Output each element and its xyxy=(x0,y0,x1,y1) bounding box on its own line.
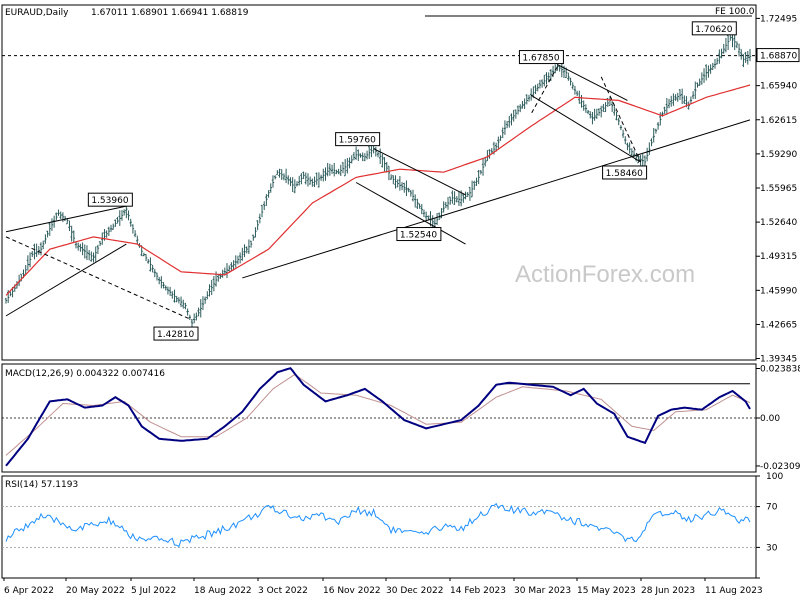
pivot-label: 1.42810 xyxy=(157,330,194,340)
price-y-tick-label: 1.59290 xyxy=(760,150,797,160)
channel-upper-1 xyxy=(373,148,466,196)
price-y-tick-label: 1.62615 xyxy=(760,116,797,126)
watermark: ActionForex.com xyxy=(515,261,695,288)
x-tick-label: 14 Feb 2023 xyxy=(450,586,506,596)
x-tick-label: 16 Nov 2022 xyxy=(323,586,381,596)
channel-lower-2 xyxy=(530,94,641,163)
dashed-line-mid xyxy=(530,66,558,115)
macd-panel xyxy=(1,363,757,473)
dashed-line-left xyxy=(5,236,193,321)
x-tick-label: 28 Jun 2023 xyxy=(641,586,695,596)
trendline-upper-left xyxy=(5,205,127,233)
pivot-label: 1.53960 xyxy=(91,196,128,206)
pivot-label: 1.59760 xyxy=(339,136,376,146)
axes: 1.72495 1.68870 1.65940 1.62615 1.59290 1.559… xyxy=(3,14,800,596)
price-y-tick-label: 1.68870 xyxy=(760,52,797,62)
dashed-line-right xyxy=(600,76,642,163)
x-tick-label: 11 Aug 2023 xyxy=(705,586,763,596)
price-y-tick-label: 1.55965 xyxy=(760,184,797,194)
rsi-line xyxy=(5,502,751,548)
pivot-label: 1.58460 xyxy=(606,169,643,179)
macd-title: MACD(12,26,9) 0.004322 0.007416 xyxy=(5,369,165,379)
rsi-y-tick-label: 100 xyxy=(766,472,783,482)
channel-lower-1 xyxy=(355,182,466,245)
macd-y-tick-label: -0.02309 xyxy=(760,462,800,472)
macd-signal-line xyxy=(5,373,751,456)
ohlc-values: 1.67011 1.68901 1.66941 1.68819 xyxy=(91,8,249,18)
fe-label: FE 100.0 xyxy=(715,7,755,17)
channel-upper-2 xyxy=(557,64,628,101)
current-price-box xyxy=(756,48,800,63)
pivot-label-box xyxy=(396,227,442,242)
pivot-label-box xyxy=(602,165,648,180)
macd-y-tick-label: 0.00 xyxy=(760,414,780,424)
x-tick-label: 3 Oct 2022 xyxy=(258,586,308,596)
price-y-tick-label: 1.52640 xyxy=(760,218,797,228)
moving-average-line xyxy=(5,84,751,296)
rsi-panel xyxy=(1,475,757,579)
x-tick-label: 6 Apr 2022 xyxy=(4,586,54,596)
price-y-tick-label: 1.39345 xyxy=(760,355,797,365)
pivot-label: 1.67850 xyxy=(522,54,559,64)
pivot-label: 1.70620 xyxy=(695,25,732,35)
symbol-label: EURAUD,Daily xyxy=(5,8,69,18)
macd-y-tick-label: 0.023838 xyxy=(760,364,800,374)
rsi-frame xyxy=(1,475,757,579)
pivot-label-box xyxy=(518,50,564,65)
x-tick-label: 5 Jul 2022 xyxy=(131,586,176,596)
price-y-tick-label: 1.65940 xyxy=(760,82,797,92)
x-tick-label: 18 Aug 2022 xyxy=(194,586,252,596)
price-y-tick-label: 1.49315 xyxy=(760,252,797,262)
rsi-title: RSI(14) 57.1193 xyxy=(5,480,78,490)
x-tick-label: 20 May 2022 xyxy=(66,586,125,596)
price-y-tick-label: 1.42665 xyxy=(760,320,797,330)
pivot-label-box xyxy=(153,326,199,341)
macd-line xyxy=(5,367,751,467)
pivot-label-box xyxy=(335,132,381,147)
pivot-label: 1.52540 xyxy=(400,231,437,241)
price-frame xyxy=(1,4,757,361)
rsi-y-tick-label: 70 xyxy=(766,503,778,513)
x-tick-label: 30 Mar 2023 xyxy=(514,586,571,596)
x-tick-label: 30 Dec 2022 xyxy=(386,586,444,596)
rsi-y-tick-label: 30 xyxy=(766,543,778,553)
price-panel: 1.53960 1.42810 1.59760 1.52540 1.67850 1.584… xyxy=(1,4,757,361)
pivot-label-box xyxy=(87,192,133,207)
long-term-support-line xyxy=(242,119,751,279)
price-y-tick-label: 1.72495 xyxy=(760,14,797,24)
price-bars xyxy=(4,32,752,329)
x-tick-label: 15 May 2023 xyxy=(577,586,636,596)
pivot-label-box xyxy=(691,21,737,36)
price-y-tick-label: 1.45990 xyxy=(760,286,797,296)
trendline-lower-left xyxy=(5,243,127,317)
